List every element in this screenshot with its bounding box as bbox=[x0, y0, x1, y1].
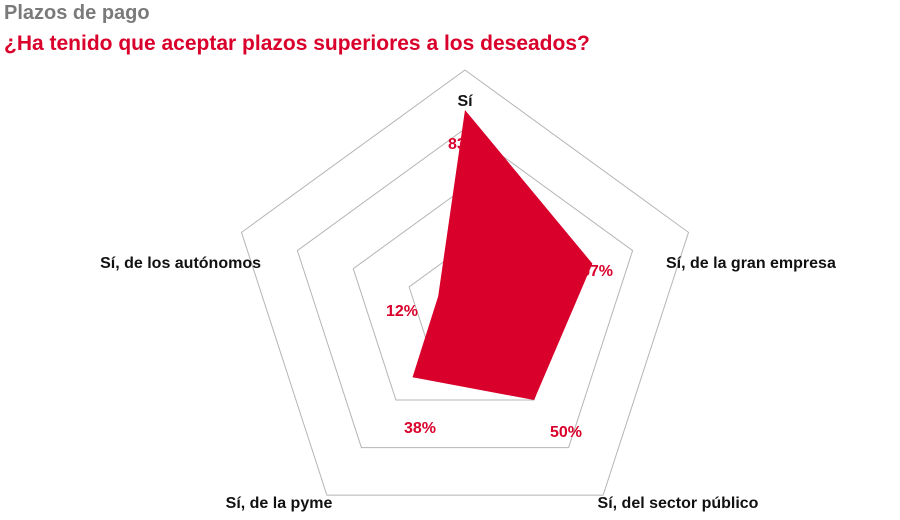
chart-title: Plazos de pago bbox=[4, 2, 150, 24]
value-label: 83% bbox=[448, 136, 480, 153]
axis-label: Sí, de los autónomos bbox=[100, 255, 261, 272]
value-label: 57% bbox=[581, 263, 613, 280]
axis-label: Sí, del sector público bbox=[598, 495, 759, 512]
axis-label: Sí bbox=[457, 93, 473, 110]
axis-label: Sí, de la gran empresa bbox=[666, 255, 836, 272]
axis-label: Sí, de la pyme bbox=[226, 495, 333, 512]
grid-ring bbox=[240, 69, 690, 496]
radar-series bbox=[412, 109, 593, 401]
chart-subtitle: ¿Ha tenido que aceptar plazos superiores… bbox=[4, 32, 590, 55]
radar-labels: Sí Sí, de la gran empresa Sí, del sector p… bbox=[100, 93, 836, 512]
grid-ring bbox=[296, 128, 634, 449]
value-label: 38% bbox=[404, 420, 436, 437]
value-label: 12% bbox=[386, 303, 418, 320]
value-label: 50% bbox=[550, 424, 582, 441]
series-area bbox=[412, 109, 593, 401]
